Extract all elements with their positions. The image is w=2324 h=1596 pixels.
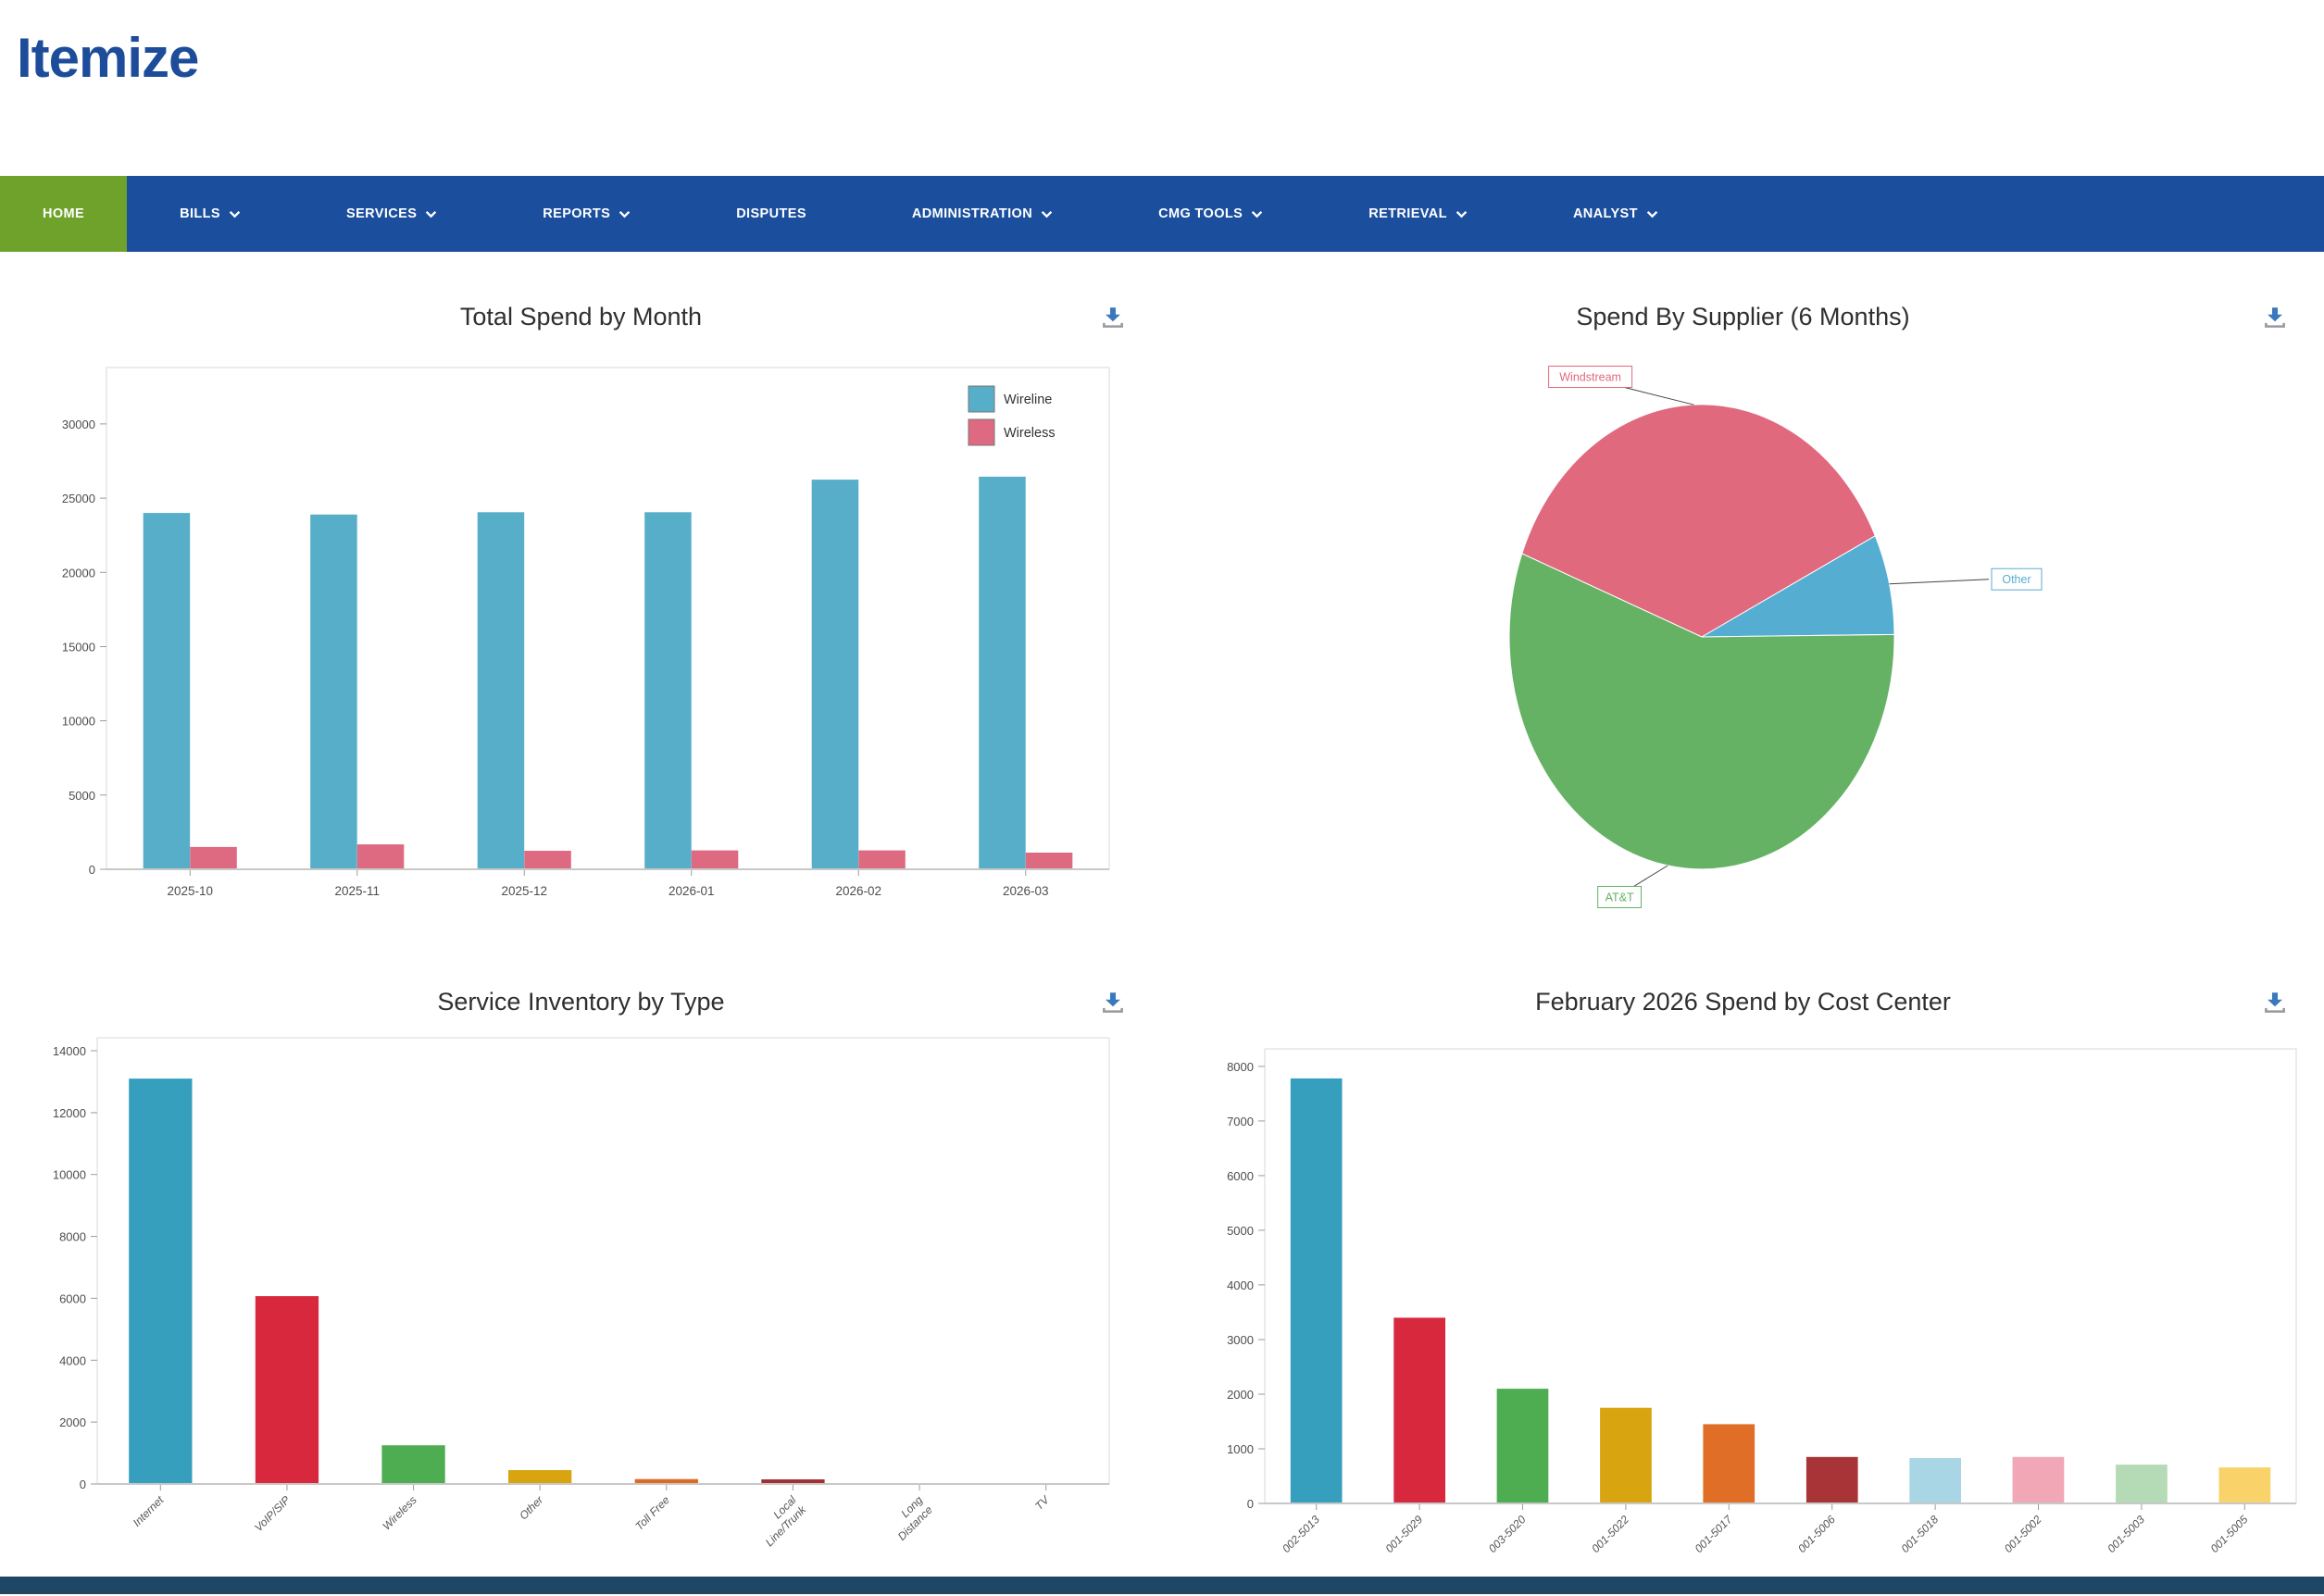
svg-text:1000: 1000 (1227, 1442, 1254, 1456)
chevron-down-icon (229, 210, 241, 218)
nav-label: RETRIEVAL (1368, 206, 1447, 221)
chevron-down-icon (1646, 210, 1658, 218)
nav-item-retrieval[interactable]: RETRIEVAL (1316, 176, 1520, 252)
svg-text:2000: 2000 (59, 1415, 86, 1429)
svg-text:001-5002: 001-5002 (2002, 1513, 2044, 1555)
svg-text:Internet: Internet (131, 1493, 167, 1529)
svg-text:2025-10: 2025-10 (167, 884, 213, 898)
chevron-down-icon (425, 210, 437, 218)
svg-text:Other: Other (2002, 573, 2030, 586)
svg-text:2025-12: 2025-12 (501, 884, 547, 898)
svg-text:Toll Free: Toll Free (632, 1493, 672, 1533)
svg-text:Other: Other (517, 1493, 546, 1523)
svg-text:AT&T: AT&T (1606, 892, 1634, 904)
svg-text:0: 0 (89, 863, 95, 877)
svg-text:25000: 25000 (62, 492, 95, 505)
svg-text:Wireline: Wireline (1004, 393, 1052, 407)
svg-text:2026-03: 2026-03 (1003, 884, 1049, 898)
svg-text:14000: 14000 (53, 1044, 86, 1058)
svg-text:6000: 6000 (59, 1291, 86, 1305)
nav-item-services[interactable]: SERVICES (294, 176, 490, 252)
nav-item-administration[interactable]: ADMINISTRATION (859, 176, 1106, 252)
panel-service-inventory: Service Inventory by Type 0 2000 4000 6000 8… (0, 937, 1162, 1577)
nav-label: DISPUTES (736, 206, 806, 221)
svg-text:001-5018: 001-5018 (1898, 1513, 1941, 1555)
nav-label: CMG TOOLS (1158, 206, 1243, 221)
svg-text:2000: 2000 (1227, 1388, 1254, 1402)
nav-label: ADMINISTRATION (912, 206, 1032, 221)
svg-text:8000: 8000 (59, 1230, 86, 1244)
svg-text:2026-01: 2026-01 (668, 884, 715, 898)
svg-text:4000: 4000 (59, 1353, 86, 1367)
nav-label: REPORTS (543, 206, 610, 221)
svg-text:5000: 5000 (69, 789, 95, 803)
chevron-down-icon (618, 210, 631, 218)
svg-text:001-5022: 001-5022 (1589, 1513, 1631, 1555)
nav-item-analyst[interactable]: ANALYST (1520, 176, 1711, 252)
svg-text:8000: 8000 (1227, 1060, 1254, 1074)
chevron-down-icon (1251, 210, 1263, 218)
chart-title-cost-center: February 2026 Spend by Cost Center (1162, 937, 2324, 1016)
nav-item-reports[interactable]: REPORTS (490, 176, 683, 252)
svg-text:12000: 12000 (53, 1106, 86, 1120)
chevron-down-icon (1456, 210, 1468, 218)
svg-text:0: 0 (1247, 1497, 1254, 1511)
svg-text:001-5003: 001-5003 (2105, 1513, 2147, 1555)
app-header: Itemize (0, 0, 2324, 176)
svg-text:3000: 3000 (1227, 1333, 1254, 1347)
nav-label: BILLS (180, 206, 220, 221)
chart-title-total-spend: Total Spend by Month (0, 252, 1162, 331)
svg-text:Windstream: Windstream (1559, 371, 1621, 384)
svg-text:TV: TV (1032, 1493, 1052, 1513)
nav-item-cmg-tools[interactable]: CMG TOOLS (1106, 176, 1316, 252)
nav-item-disputes[interactable]: DISPUTES (683, 176, 859, 252)
spend-by-supplier-pie-chart: Windstream Other AT&T (1162, 354, 2324, 909)
app-logo: Itemize (17, 26, 2324, 90)
svg-text:001-5017: 001-5017 (1693, 1512, 1736, 1555)
panel-total-spend-by-month: Total Spend by Month 0 5000 10000 15000 2000… (0, 252, 1162, 937)
svg-text:001-5005: 001-5005 (2208, 1513, 2251, 1555)
svg-text:6000: 6000 (1227, 1169, 1254, 1183)
svg-text:4000: 4000 (1227, 1278, 1254, 1292)
svg-text:7000: 7000 (1227, 1115, 1254, 1128)
download-icon[interactable] (2261, 991, 2289, 1015)
chevron-down-icon (1041, 210, 1053, 218)
nav-label: HOME (43, 206, 84, 221)
panel-cost-center-spend: February 2026 Spend by Cost Center 0 1000… (1162, 937, 2324, 1577)
svg-text:5000: 5000 (1227, 1224, 1254, 1238)
svg-text:10000: 10000 (53, 1168, 86, 1182)
svg-text:003-5020: 003-5020 (1486, 1513, 1529, 1555)
chart-title-spend-by-supplier: Spend By Supplier (6 Months) (1162, 252, 2324, 331)
svg-text:001-5006: 001-5006 (1795, 1513, 1838, 1555)
service-inventory-chart: 0 2000 4000 6000 8000 10000 12000 14000 Internet… (0, 1030, 1162, 1572)
download-icon[interactable] (1099, 305, 1127, 330)
nav-label: ANALYST (1573, 206, 1638, 221)
nav-item-home[interactable]: HOME (0, 176, 127, 252)
svg-text:2025-11: 2025-11 (334, 884, 380, 898)
svg-text:30000: 30000 (62, 418, 95, 431)
panel-spend-by-supplier: Spend By Supplier (6 Months) Windstream O… (1162, 252, 2324, 937)
svg-text:2026-02: 2026-02 (835, 884, 881, 898)
nav-item-bills[interactable]: BILLS (127, 176, 294, 252)
cost-center-spend-chart: 0 1000 2000 3000 4000 5000 6000 7000 8000 002-501… (1162, 1041, 2324, 1591)
svg-text:Wireless: Wireless (1004, 426, 1056, 441)
svg-text:20000: 20000 (62, 566, 95, 580)
svg-text:10000: 10000 (62, 715, 95, 729)
download-icon[interactable] (2261, 305, 2289, 330)
svg-text:Wireless: Wireless (380, 1493, 419, 1532)
total-spend-by-month-chart: 0 5000 10000 15000 20000 25000 30000 2025-10 202… (0, 360, 1162, 911)
nav-label: SERVICES (346, 206, 417, 221)
svg-text:15000: 15000 (62, 641, 95, 655)
svg-text:001-5029: 001-5029 (1382, 1513, 1425, 1555)
chart-title-service-inventory: Service Inventory by Type (0, 937, 1162, 1016)
svg-text:0: 0 (80, 1478, 86, 1491)
svg-text:VoIP/SIP: VoIP/SIP (252, 1493, 293, 1534)
svg-text:002-5013: 002-5013 (1280, 1513, 1322, 1555)
main-nav: HOME BILLS SERVICES REPORTS DISPUTES ADM… (0, 176, 2324, 252)
download-icon[interactable] (1099, 991, 1127, 1015)
